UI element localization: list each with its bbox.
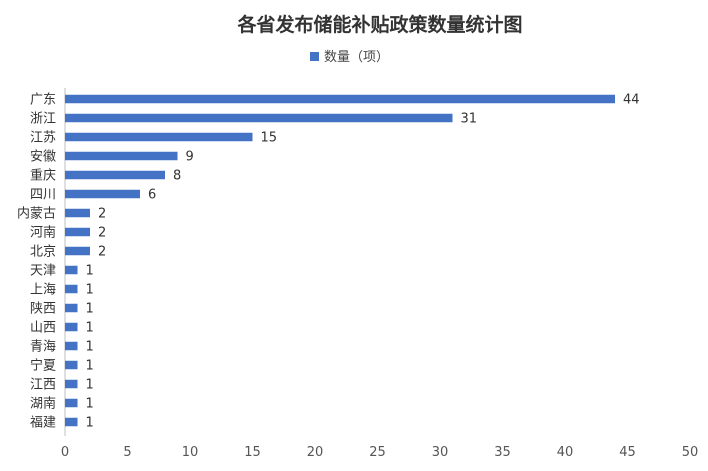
category-label: 山西 [30, 321, 56, 336]
bar [65, 379, 78, 389]
bar [65, 189, 140, 199]
x-tick-label: 30 [432, 445, 449, 460]
x-tick-label: 15 [244, 445, 261, 460]
bar [65, 360, 78, 370]
bar [65, 303, 78, 313]
bar [65, 132, 253, 142]
category-label: 浙江 [30, 112, 56, 127]
data-label: 1 [86, 321, 94, 336]
category-label: 陕西 [30, 302, 56, 317]
bar [65, 322, 78, 332]
legend: 数量（项） [310, 50, 389, 65]
category-label: 内蒙古 [17, 206, 56, 222]
category-label: 安徽 [30, 150, 56, 165]
x-tick-label: 45 [619, 445, 636, 460]
category-label: 湖南 [30, 396, 56, 412]
bar [65, 246, 90, 256]
bar [65, 113, 453, 123]
data-label: 2 [98, 207, 106, 222]
chart-title: 各省发布储能补贴政策数量统计图 [236, 13, 522, 36]
bar [65, 227, 90, 237]
legend-swatch [310, 52, 319, 61]
bar [65, 151, 178, 161]
data-label: 1 [86, 397, 94, 412]
x-tick-label: 40 [557, 445, 574, 460]
data-label: 2 [98, 245, 106, 260]
category-label: 广东 [30, 93, 56, 108]
data-label: 1 [86, 359, 94, 374]
x-tick-label: 20 [307, 445, 324, 460]
data-label: 1 [86, 378, 94, 393]
data-label: 9 [186, 150, 194, 165]
bar [65, 284, 78, 294]
data-label: 31 [461, 112, 478, 127]
data-label: 6 [148, 188, 156, 203]
data-label: 1 [86, 302, 94, 317]
category-label: 福建 [30, 416, 56, 431]
bar [65, 208, 90, 218]
category-label: 河南 [30, 225, 56, 241]
category-label: 四川 [30, 188, 56, 203]
category-label: 天津 [30, 264, 56, 279]
category-label: 宁夏 [30, 358, 56, 374]
x-tick-label: 35 [494, 445, 511, 460]
category-label: 青海 [30, 340, 56, 355]
x-tick-label: 0 [61, 445, 69, 460]
data-label: 1 [86, 264, 94, 279]
category-label: 重庆 [30, 168, 56, 184]
bar [65, 94, 615, 104]
bar [65, 265, 78, 275]
data-label: 1 [86, 416, 94, 431]
legend-label[interactable]: 数量（项） [324, 50, 389, 65]
x-tick-label: 5 [123, 445, 131, 460]
data-label: 2 [98, 226, 106, 241]
category-label: 江西 [30, 378, 56, 393]
category-label: 上海 [30, 283, 56, 298]
data-label: 15 [261, 131, 278, 146]
bar [65, 341, 78, 351]
bar [65, 170, 165, 180]
x-tick-label: 50 [682, 445, 699, 460]
data-label: 44 [623, 93, 640, 108]
bar [65, 398, 78, 408]
data-label: 1 [86, 340, 94, 355]
bar [65, 417, 78, 427]
data-label: 1 [86, 283, 94, 298]
x-tick-label: 10 [182, 445, 199, 460]
category-label: 北京 [30, 245, 56, 260]
x-tick-label: 25 [369, 445, 386, 460]
data-label: 8 [173, 169, 181, 184]
category-label: 江苏 [30, 130, 56, 146]
